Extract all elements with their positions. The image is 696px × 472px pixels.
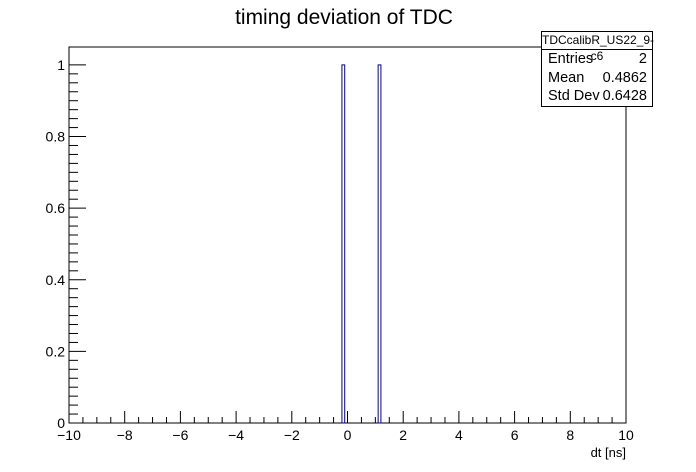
histogram-bars [341,64,382,424]
x-tick-label: 6 [511,427,519,443]
histogram-bar [377,64,382,424]
histogram-bar [341,64,346,424]
x-tick-label: −6 [172,427,188,443]
y-tick-label: 0.2 [46,343,66,359]
stats-row-std-dev: Std Dev 0.6428 [542,87,652,106]
x-tick-label: −4 [228,427,244,443]
y-axis: 0 0.2 0.4 0.6 0.8 1 [46,57,86,431]
chart-title: timing deviation of TDC [235,6,453,29]
x-axis-title: dt [ns] [591,445,626,460]
y-tick-label: 0 [57,415,65,431]
x-tick-label: −2 [284,427,300,443]
x-tick-label: 2 [399,427,407,443]
stats-label: Mean [548,69,585,86]
y-tick-label: 0.6 [46,200,66,216]
stats-histogram-name: TDCcalibR_US22_9-c6 [542,33,655,63]
y-tick-label: 0.8 [46,129,66,145]
stats-box: TDCcalibR_US22_9-c6 Entries 2 Mean 0.486… [541,31,655,107]
x-tick-label: 4 [455,427,463,443]
x-tick-label: −8 [117,427,133,443]
y-tick-label: 0.4 [46,272,66,288]
stats-row-mean: Mean 0.4862 [542,69,652,88]
stats-value: 2 [638,51,647,67]
x-tick-label: 0 [344,427,352,443]
y-tick-label: 1 [57,57,65,73]
x-tick-label: 8 [566,427,574,443]
x-tick-label: −10 [57,427,81,443]
stats-label: Entries [548,51,594,67]
stats-label: Std Dev [548,88,600,104]
x-tick-label: 10 [618,427,634,443]
stats-row-entries: Entries 2 [542,50,652,69]
stats-value: 0.6428 [602,88,647,104]
x-axis: −10 −8 −6 −4 −2 0 2 4 6 8 10 [57,411,634,443]
stats-value: 0.4862 [602,69,647,86]
